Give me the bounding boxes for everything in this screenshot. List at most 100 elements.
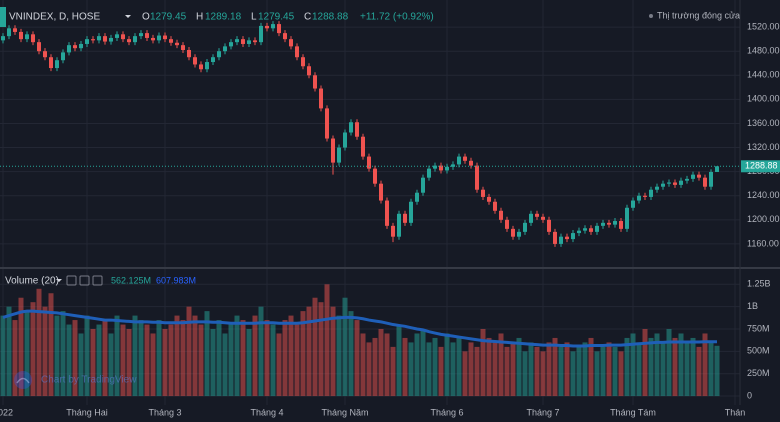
volume-bar [474,346,480,397]
candle-body [61,52,65,61]
volume-bar [414,333,420,397]
volume-bar [558,346,564,397]
last-price-label: 1288.88 [745,161,778,171]
candle-body [133,36,137,43]
candle-body [7,28,11,37]
watermark-text: Chart by TradingView [41,375,137,386]
volume-bar [282,320,288,397]
candle-body [595,225,599,232]
candle-body [13,28,17,32]
volume-bar [456,337,462,397]
volume-bar [714,345,720,397]
candle-body [433,165,437,169]
volume-tick-label: 750M [747,323,770,333]
candle-body [49,57,53,69]
candle-body [637,195,641,201]
volume-bar [432,337,438,397]
candle-body [109,37,113,42]
candle-body [205,62,209,70]
candle-body [415,192,419,202]
volume-bar [222,333,228,397]
candle-body [325,108,329,139]
candle-body [31,34,35,43]
volume-bar [150,333,156,397]
candle-body [691,174,695,179]
volume-bar [0,315,6,397]
volume-bar [192,315,198,397]
candle-body [313,75,317,89]
candle-body [547,219,551,232]
candle-body [289,39,293,47]
candle-body [241,39,245,44]
ohlc-label: O [142,12,150,23]
volume-bar [624,337,630,397]
volume-bar [60,311,66,397]
legend-icon[interactable] [66,275,77,286]
candle-body [43,51,47,58]
candle-body [457,156,461,165]
dropdown-caret[interactable] [56,279,62,282]
watermark: Chart by TradingView [14,371,137,389]
volume-tick-label: 500M [747,346,770,356]
market-status: Thị trường đóng cửa [657,10,740,20]
candle-body [613,221,617,225]
volume-bar [672,337,678,397]
volume-bar [606,342,612,397]
volume-bar [450,342,456,397]
candle-body [259,25,263,43]
candle-body [601,222,605,226]
ma-line [2,309,718,348]
symbol-title: VNINDEX, D, HOSE [9,12,100,23]
volume-bar [234,315,240,397]
y-tick-label: 1440.00 [747,70,780,80]
candle-body [661,183,665,187]
volume-bar [342,297,348,397]
x-tick-label: Tháng 7 [526,407,559,417]
candle-body [361,136,365,157]
candle-body [685,178,689,181]
volume-bar [582,342,588,397]
watermark-logo [16,377,30,384]
volume-tick-label: 250M [747,368,770,378]
candle-body [505,219,509,229]
volume-bar [6,306,12,397]
volume-title: Volume (20) [5,276,59,287]
volume-tick-label: 1B [747,301,758,311]
candle-body [331,138,335,163]
volume-bar [702,333,708,397]
candle-body [517,231,521,237]
candle-body [523,222,527,232]
dropdown-caret[interactable] [125,15,131,18]
candle-body [277,24,281,34]
candle-body [475,165,479,190]
candle-body [625,207,629,229]
y-tick-label: 1360.00 [747,118,780,128]
volume-bar [114,315,120,397]
volume-bar [360,333,366,397]
volume-bar [684,342,690,397]
legend-icon[interactable] [92,275,103,286]
volume-bar [420,329,426,397]
candle-body [379,183,383,201]
volume-bar [198,324,204,397]
volume-bar [480,329,486,397]
volume-bar [600,346,606,397]
volume-bar [300,311,306,397]
volume-bar [48,293,54,397]
x-tick-label: Thán [725,407,746,417]
candle-body [469,160,473,166]
volume-tick-label: 1.25B [747,279,771,289]
candle-body [319,88,323,109]
volume-bar [174,315,180,397]
candle-body [583,228,587,231]
candle-body [481,189,485,197]
volume-bar [588,337,594,397]
candle-body [385,200,389,226]
volume-bar [498,333,504,397]
legend-icon[interactable] [79,275,90,286]
candle-body [151,37,155,41]
volume-tick-label: 0 [747,390,752,400]
volume-bar [204,311,210,397]
volume-bar [462,351,468,397]
ohlc-label: L [251,12,257,23]
